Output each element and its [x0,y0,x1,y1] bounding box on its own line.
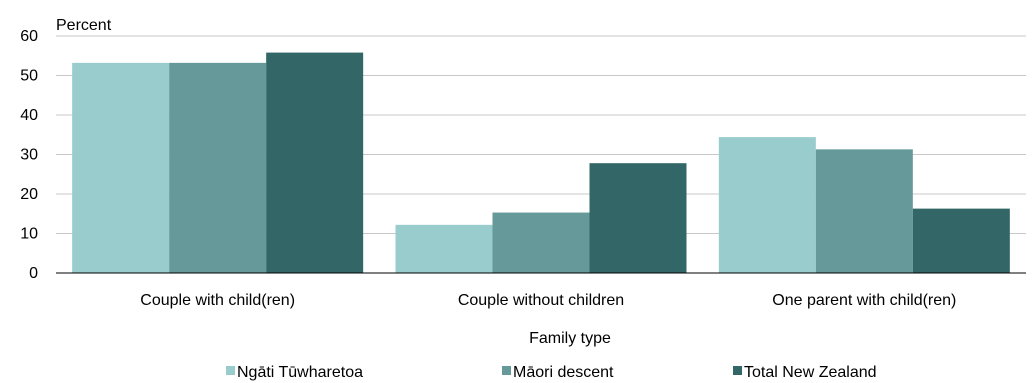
category-label: One parent with child(ren) [772,292,956,309]
bar [492,212,590,273]
bar [266,52,364,274]
bar [912,208,1010,273]
bar [169,62,267,273]
bar [72,62,170,273]
y-tick-label: 0 [29,265,38,282]
x-axis-label: Family type [529,330,611,347]
y-tick-label: 30 [20,147,38,164]
legend: Ngāti Tūwharetoa Māori descent Total New Z… [226,364,877,381]
y-tick-label: 40 [20,107,38,124]
y-tick-labels: 0 10 20 30 40 50 60 [20,28,38,282]
bar [395,224,493,273]
legend-swatch [502,366,511,375]
y-tick-label: 50 [20,68,38,85]
category-label: Couple without children [458,292,624,309]
bars [72,52,1010,274]
legend-label: Total New Zealand [744,364,877,381]
y-tick-label: 10 [20,226,38,243]
y-tick-label: 60 [20,28,38,45]
legend-swatch [733,366,742,375]
legend-label: Ngāti Tūwharetoa [237,364,363,381]
bar [718,137,816,273]
bar [589,163,687,273]
category-label: Couple with child(ren) [140,292,295,309]
y-axis-label: Percent [56,17,112,34]
legend-label: Māori descent [513,364,614,381]
legend-swatch [226,366,235,375]
y-tick-label: 20 [20,186,38,203]
bar [815,149,913,273]
category-labels: Couple with child(ren) Couple without chi… [140,292,956,309]
